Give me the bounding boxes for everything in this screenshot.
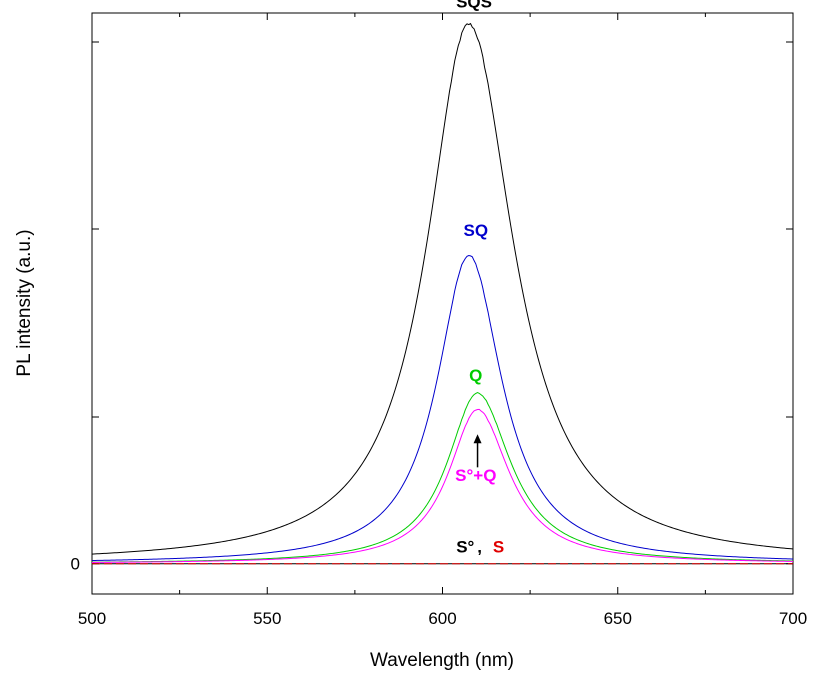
series-line-sqs (91, 22, 794, 555)
annotation-label: Q (469, 366, 482, 385)
axis-tick-labels: 500 550 600 650 700 0 (71, 555, 808, 628)
annotations-group: SQS SQ Q S°+Q S°, S (455, 0, 504, 557)
series-group (91, 22, 794, 565)
series-line-sq (91, 408, 794, 563)
x-tick-label: 650 (604, 609, 632, 628)
x-tick-label: 700 (779, 609, 807, 628)
axis-ticks (91, 13, 794, 594)
y-tick-label: 0 (71, 555, 80, 574)
series-line-sq (91, 255, 794, 562)
y-axis-title: PL intensity (a.u.) (14, 229, 35, 376)
annotation-label: SQ (464, 221, 489, 240)
annotation-separator: , (477, 538, 482, 557)
x-tick-label: 600 (428, 609, 456, 628)
arrow-head (473, 434, 482, 444)
annotation-label: S° (456, 538, 474, 557)
x-tick-label: 500 (78, 609, 106, 628)
plot-frame (91, 12, 794, 595)
annotation-label: S (493, 538, 504, 557)
x-axis-title: Wavelength (nm) (370, 650, 514, 671)
x-tick-label: 550 (253, 609, 281, 628)
annotation-label: SQS (456, 0, 492, 11)
series-line-q (91, 391, 794, 563)
annotation-label: S°+Q (455, 466, 496, 485)
